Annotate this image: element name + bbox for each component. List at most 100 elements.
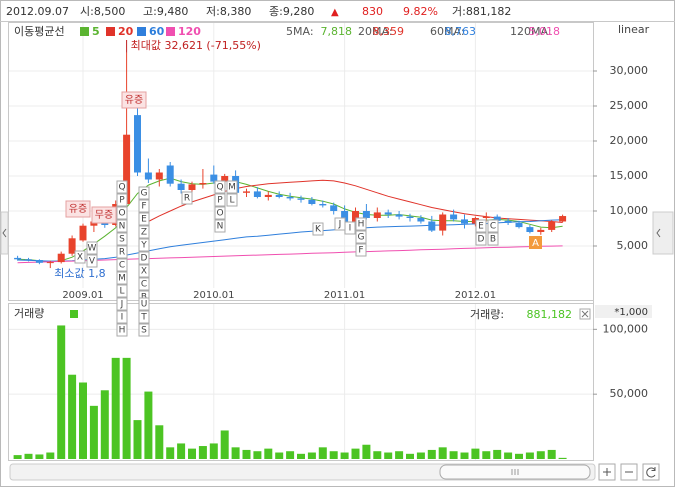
event-marker-label: O — [118, 209, 125, 219]
event-marker — [312, 222, 324, 236]
event-box — [121, 91, 147, 109]
volume-title: 거래량 — [14, 307, 44, 320]
candle-body — [210, 174, 218, 182]
y-tick-label: 10,000 — [610, 204, 649, 217]
volume-bar — [35, 454, 44, 459]
volume-bar — [286, 451, 295, 459]
x-tick-label: 2012.01 — [455, 290, 496, 301]
event-marker — [226, 193, 238, 207]
candle-body — [341, 211, 349, 222]
candle-body — [384, 212, 392, 215]
volume-bar — [264, 448, 273, 459]
candle-body — [428, 221, 436, 231]
event-marker-label: X — [141, 267, 147, 277]
date: 2012.09.07 — [6, 5, 69, 18]
candle-body — [308, 199, 316, 204]
event-marker — [475, 232, 487, 246]
candle-body — [559, 216, 567, 222]
change-pct: 9.82% — [403, 5, 438, 18]
volume: 거:881,182 — [452, 5, 511, 18]
event-marker-label: C — [490, 222, 496, 232]
candle-body — [134, 115, 141, 173]
volume-bar — [373, 451, 382, 459]
volume-bar — [111, 357, 120, 459]
event-marker-label: J — [120, 300, 124, 310]
ma-value: 7,818 — [321, 25, 353, 38]
highlight-label: A — [532, 238, 539, 249]
min-label: 최소값 1,8 — [54, 267, 105, 280]
unit-box — [595, 305, 652, 318]
event-marker-label: Q — [118, 183, 125, 193]
candle-body — [286, 197, 294, 199]
candle-body — [362, 211, 370, 218]
event-marker — [138, 186, 150, 200]
candle-body — [123, 134, 131, 204]
event-marker — [116, 284, 128, 298]
event-marker-label: C — [141, 280, 147, 290]
event-marker-label: N — [217, 222, 224, 232]
legend-label: 120 — [178, 25, 201, 38]
volume-bar — [493, 449, 502, 459]
candle-body — [79, 225, 87, 241]
volume-bar — [449, 451, 458, 459]
event-marker-label: L — [229, 196, 234, 206]
event-marker-label: M — [228, 183, 236, 193]
volume-bar — [340, 452, 349, 459]
volume-bar — [482, 451, 491, 459]
event-marker — [138, 310, 150, 324]
event-marker-label: Z — [141, 228, 147, 238]
event-marker — [214, 193, 226, 207]
x-tick-label: 2009.01 — [62, 290, 103, 301]
right-handle[interactable] — [652, 211, 674, 255]
candle-body — [188, 184, 196, 190]
event-marker-label: B — [490, 235, 496, 245]
candle-body — [166, 165, 174, 184]
volume-bar — [318, 447, 327, 459]
volume-bar — [242, 449, 251, 459]
volume-bar — [547, 449, 556, 459]
event-marker-label: J — [338, 220, 342, 230]
candle-body — [330, 205, 338, 211]
event-label: 유증 — [69, 203, 87, 215]
event-marker-label: G — [358, 233, 365, 243]
y-tick-label: 20,000 — [610, 134, 649, 147]
candle-body — [144, 172, 152, 180]
x-tick-label: 2011.01 — [324, 290, 365, 301]
volume-bar — [198, 446, 207, 459]
volume-bar — [297, 453, 305, 459]
event-marker-label: U — [141, 300, 148, 310]
volume-bar — [253, 451, 262, 459]
event-marker — [487, 232, 499, 246]
event-marker — [355, 230, 367, 244]
left-handle[interactable] — [0, 211, 9, 255]
candle-body — [319, 204, 327, 206]
change: 830 — [362, 5, 383, 18]
event-marker-label: N — [119, 222, 126, 232]
volume-bar — [13, 455, 22, 459]
legend-swatch — [106, 27, 115, 36]
event-marker-label: W — [88, 244, 97, 254]
candle-body — [526, 227, 534, 232]
right-arrow — [656, 228, 661, 238]
volume-bar — [471, 448, 480, 459]
candle-body — [548, 221, 556, 230]
event-marker — [138, 225, 150, 239]
event-box — [91, 206, 117, 224]
volume-bar — [460, 452, 469, 459]
refresh-button[interactable] — [642, 463, 660, 481]
event-marker — [138, 251, 150, 265]
volume-bar — [144, 391, 153, 459]
event-marker — [344, 221, 356, 235]
volume-bar — [155, 425, 164, 459]
event-marker — [116, 193, 128, 207]
event-marker — [138, 238, 150, 252]
candle-body — [461, 219, 468, 224]
volume-unit: *1,000 — [614, 307, 648, 318]
volume-bar — [24, 453, 33, 459]
event-marker-label: T — [140, 313, 147, 323]
grip — [511, 469, 519, 475]
candle-body — [177, 183, 185, 190]
event-label: 무증 — [95, 209, 113, 221]
open: 시:8,500 — [80, 5, 125, 18]
plot-layer: 5,000 10,000 15,000 20,000 25,000 30,000 2009.… — [9, 23, 652, 460]
